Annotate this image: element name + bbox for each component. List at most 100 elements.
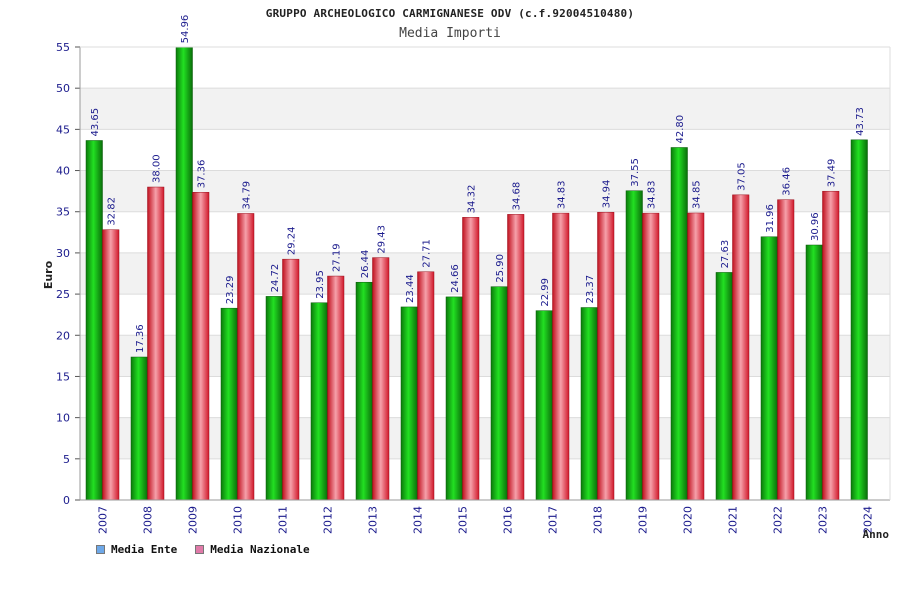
bar-media-nazionale (372, 257, 390, 501)
bars (85, 47, 868, 501)
bar-media-nazionale (777, 199, 795, 501)
x-tick-label: 2022 (772, 506, 785, 534)
x-tick-label: 2011 (277, 506, 290, 534)
data-label: 27.19 (332, 243, 343, 272)
data-label: 37.49 (827, 159, 838, 188)
grid-band (80, 47, 890, 89)
grid-band (80, 376, 890, 418)
data-label: 23.44 (405, 274, 416, 303)
data-label: 34.79 (242, 181, 253, 210)
grid-bands (80, 47, 890, 500)
bar-media-ente (490, 286, 508, 501)
x-tick-label: 2012 (322, 506, 335, 534)
x-tick-label: 2013 (367, 506, 380, 534)
y-tick-label: 15 (56, 370, 70, 383)
chart-title: GRUPPO ARCHEOLOGICO CARMIGNANESE ODV (c.… (265, 7, 635, 20)
legend-swatch-media-nazionale (195, 545, 205, 554)
data-label: 27.63 (720, 240, 731, 269)
grid-band (80, 458, 890, 500)
x-tick-label: 2014 (412, 506, 425, 534)
bar-media-nazionale (597, 211, 615, 501)
data-label: 23.95 (315, 270, 326, 299)
data-label: 37.05 (737, 162, 748, 191)
x-tick-label: 2017 (547, 506, 560, 534)
x-tick-label: 2010 (232, 506, 245, 534)
bar-media-nazionale (237, 213, 255, 501)
chart-subtitle: Media Importi (399, 26, 501, 41)
bar-media-ente (175, 47, 193, 501)
x-tick-label: 2023 (817, 506, 830, 534)
bar-media-ente (355, 281, 373, 501)
x-tick-label: 2018 (592, 506, 605, 534)
y-tick-label: 40 (56, 165, 70, 178)
y-tick-labels: 0 5 10 15 20 25 30 35 40 45 50 55 (56, 41, 70, 507)
data-label: 54.96 (180, 15, 191, 44)
y-tick-label: 55 (56, 41, 70, 54)
x-tick-label: 2008 (142, 506, 155, 534)
data-label: 38.00 (152, 154, 163, 183)
bar-media-ente (715, 272, 733, 501)
data-label: 23.29 (225, 276, 236, 305)
grid-band (80, 129, 890, 171)
data-label: 36.46 (782, 167, 793, 196)
bar-media-ente (85, 140, 103, 501)
bar-media-ente (670, 147, 688, 501)
bar-media-nazionale (822, 190, 840, 501)
y-tick-label: 0 (63, 494, 70, 507)
grid-band (80, 252, 890, 295)
bar-media-ente (580, 307, 598, 501)
x-tick-label: 2007 (97, 506, 110, 534)
bar-media-nazionale (327, 275, 345, 501)
bar-media-ente (310, 302, 328, 501)
bar-media-nazionale (147, 186, 165, 501)
data-label: 27.71 (422, 239, 433, 268)
bar-media-ente (265, 296, 283, 501)
data-label: 34.68 (512, 182, 523, 211)
bar-media-nazionale (732, 194, 750, 501)
legend-swatch-media-ente (96, 545, 105, 554)
bar-media-nazionale (552, 212, 570, 501)
legend-item-media-ente: Media Ente (96, 543, 177, 556)
grid-band (80, 335, 890, 377)
x-axis-label: Anno (863, 528, 890, 541)
bar-media-ente (850, 139, 868, 501)
legend: Media Ente Media Nazionale (96, 543, 310, 556)
data-label: 32.82 (107, 197, 118, 226)
data-label: 17.36 (135, 324, 146, 353)
bar-media-nazionale (642, 212, 660, 501)
bar-media-nazionale (282, 258, 300, 501)
x-tick-label: 2020 (682, 506, 695, 534)
data-label: 34.83 (557, 180, 568, 209)
bar-media-nazionale (102, 229, 120, 501)
bar-media-ente (130, 356, 148, 501)
bar-media-nazionale (417, 271, 435, 501)
legend-item-media-nazionale: Media Nazionale (195, 543, 310, 556)
data-label: 24.66 (450, 264, 461, 293)
data-label: 43.65 (90, 108, 101, 137)
x-tick-label: 2016 (502, 506, 515, 534)
data-label: 26.44 (360, 250, 371, 279)
bar-media-ente (220, 307, 238, 501)
y-tick-label: 5 (63, 453, 70, 466)
x-tick-label: 2009 (187, 506, 200, 534)
data-label: 42.80 (675, 115, 686, 144)
x-tick-label: 2024 (862, 506, 875, 534)
y-tick-label: 10 (56, 412, 70, 425)
data-label: 24.72 (270, 264, 281, 293)
y-tick-label: 50 (56, 82, 70, 95)
data-labels: 43.65 32.82 17.36 38.00 54.96 37.36 23.29 34.79… (90, 15, 866, 353)
data-label: 23.37 (585, 275, 596, 304)
y-tick-label: 45 (56, 123, 70, 136)
data-label: 31.96 (765, 204, 776, 233)
x-tick-labels: 2007 2008 2009 2010 2011 2012 2013 2014 2015 2016… (97, 506, 875, 534)
y-tick-label: 20 (56, 329, 70, 342)
data-label: 30.96 (810, 212, 821, 241)
grid-band (80, 88, 890, 130)
data-label: 34.94 (602, 180, 613, 209)
grid-band (80, 170, 890, 212)
data-label: 25.90 (495, 254, 506, 283)
bar-media-ente (625, 190, 643, 501)
data-label: 37.55 (630, 158, 641, 187)
bar-media-nazionale (687, 212, 705, 501)
